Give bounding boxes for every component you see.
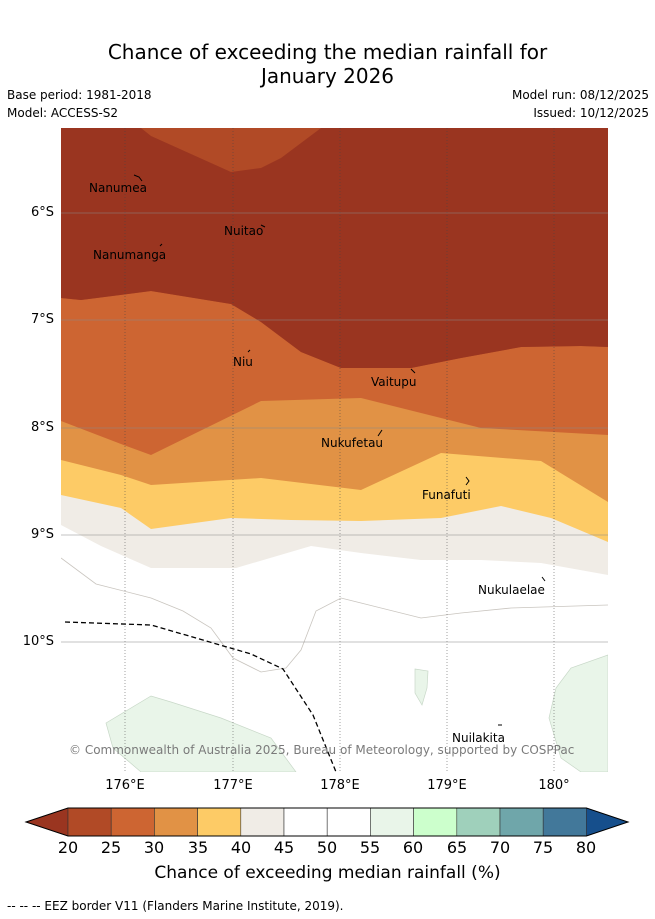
- rainfall-map[interactable]: Nanumea Nuitao Nanumanga Niu Vaitupu Nuk…: [61, 128, 608, 772]
- colorbar-tick: 40: [230, 838, 252, 857]
- colorbar-tick: 25: [100, 838, 122, 857]
- colorbar: [24, 807, 632, 841]
- lat-label: 10°S: [22, 634, 54, 649]
- colorbar-graphic: [24, 807, 630, 837]
- colorbar-segment: [370, 807, 414, 837]
- colorbar-tick: 20: [57, 838, 79, 857]
- band-55-60-patch: [414, 668, 429, 706]
- colorbar-segment: [326, 807, 371, 837]
- colorbar-tick: 55: [359, 838, 381, 857]
- model-name: Model: ACCESS-S2: [7, 106, 119, 120]
- lon-label: 178°E: [320, 778, 360, 793]
- eez-border: [64, 621, 337, 772]
- place-label: Nuitao: [224, 224, 264, 238]
- colorbar-tick: 35: [187, 838, 209, 857]
- colorbar-title: Chance of exceeding median rainfall (%): [154, 863, 501, 883]
- colorbar-segment: [154, 807, 198, 837]
- lat-label: 8°S: [30, 420, 54, 435]
- colorbar-tick: 80: [575, 838, 597, 857]
- place-label: Nanumanga: [93, 248, 167, 262]
- place-label: Vaitupu: [371, 375, 417, 389]
- colorbar-tick: 70: [489, 838, 511, 857]
- colorbar-segment: [456, 807, 501, 837]
- colorbar-segment: [586, 807, 629, 837]
- colorbar-tick: 65: [446, 838, 468, 857]
- band-55-60-sw: [105, 695, 297, 772]
- lon-label: 176°E: [105, 778, 145, 793]
- colorbar-segment: [240, 807, 285, 837]
- colorbar-outline: [24, 807, 630, 837]
- colorbar-segment: [542, 807, 587, 837]
- colorbar-tick: 50: [316, 838, 338, 857]
- colorbar-segment: [197, 807, 242, 837]
- island-outlines: [133, 174, 546, 726]
- place-label: Nukufetau: [321, 436, 384, 450]
- colorbar-tick: 60: [402, 838, 424, 857]
- lat-label: 7°S: [30, 312, 54, 327]
- map-canvas: [61, 128, 608, 772]
- colorbar-segment: [499, 807, 544, 837]
- eez-legend: -- -- -- EEZ border V11 (Flanders Marine…: [7, 899, 344, 913]
- title-line-2: January 2026: [260, 64, 395, 88]
- lat-label: 9°S: [30, 527, 54, 542]
- place-label: Niu: [233, 355, 253, 369]
- lon-label: 177°E: [213, 778, 253, 793]
- colorbar-segment: [413, 807, 458, 837]
- place-label: Nuilakita: [452, 731, 505, 745]
- base-period: Base period: 1981-2018: [7, 88, 152, 102]
- place-label: Funafuti: [422, 488, 471, 502]
- copyright-credit: © Commonwealth of Australia 2025, Bureau…: [69, 743, 575, 757]
- lat-label: 6°S: [30, 205, 54, 220]
- model-run: Model run: 08/12/2025: [511, 88, 649, 102]
- gridlines: [61, 128, 608, 772]
- colorbar-tick: 45: [273, 838, 295, 857]
- band-55-60-se: [548, 654, 608, 772]
- colorbar-tick: 75: [532, 838, 554, 857]
- colorbar-segment: [67, 807, 112, 837]
- colorbar-segment: [110, 807, 155, 837]
- contour-line: [61, 557, 608, 673]
- colorbar-segment: [25, 807, 69, 837]
- lon-label: 180°: [538, 778, 570, 793]
- title-line-1: Chance of exceeding the median rainfall …: [107, 40, 548, 64]
- colorbar-tick: 30: [143, 838, 165, 857]
- map-title: Chance of exceeding the median rainfall …: [0, 40, 655, 88]
- place-label: Nanumea: [89, 181, 147, 195]
- lon-label: 179°E: [427, 778, 467, 793]
- issued-date: Issued: 10/12/2025: [533, 106, 649, 120]
- colorbar-segment: [283, 807, 328, 837]
- band-below-20: [61, 128, 608, 368]
- place-label: Nukulaelae: [478, 583, 545, 597]
